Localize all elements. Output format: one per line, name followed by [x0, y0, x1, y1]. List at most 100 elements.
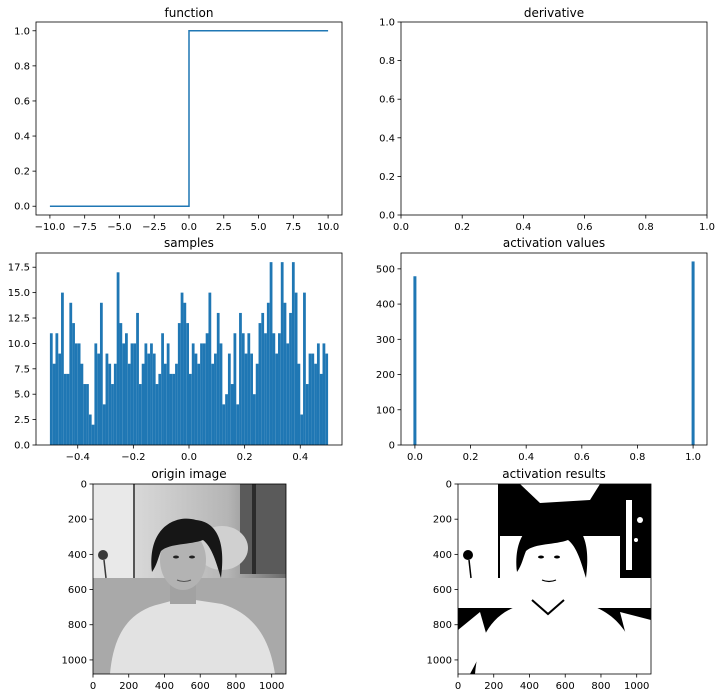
- histogram-bar: [247, 333, 251, 445]
- y-tick-label: 0.2: [379, 172, 395, 183]
- y-tick-label: 0: [389, 441, 395, 452]
- histogram-bar: [200, 343, 203, 445]
- x-tick-label: −10.0: [35, 222, 66, 233]
- x-tick-label: 0: [90, 681, 96, 692]
- y-tick-label: 0.8: [14, 61, 30, 72]
- x-tick-label: 1.0: [685, 452, 701, 463]
- y-tick-label: 0.2: [14, 167, 30, 178]
- histogram-bar: [691, 261, 695, 445]
- histogram-bar: [169, 373, 173, 445]
- histogram-bar: [141, 363, 145, 445]
- y-tick-label: 0: [81, 480, 87, 491]
- histogram-bar: [194, 353, 198, 445]
- x-tick-label: 1000: [624, 681, 649, 692]
- histogram-bar: [166, 343, 170, 445]
- histogram-bar: [308, 353, 312, 445]
- y-tick-label: 0.0: [14, 441, 30, 452]
- histogram-bar: [155, 384, 159, 445]
- histogram-bar: [111, 384, 114, 445]
- y-tick-label: 2.5: [14, 415, 30, 426]
- x-tick-label: 600: [191, 681, 210, 692]
- histogram-bar: [314, 363, 317, 445]
- x-tick-label: 200: [484, 681, 503, 692]
- histogram-bar: [186, 323, 189, 445]
- histogram-bar: [88, 414, 92, 445]
- y-tick-label: 200: [433, 515, 452, 526]
- histogram-bar: [86, 384, 89, 445]
- x-tick-label: 0.2: [454, 222, 470, 233]
- histogram-bar: [272, 333, 276, 445]
- histogram-bar: [74, 343, 78, 445]
- grayscale-photo: [93, 484, 286, 674]
- histogram-bar: [275, 353, 279, 445]
- y-tick-label: 1.0: [14, 26, 30, 37]
- histogram-bar: [136, 312, 139, 445]
- subplot-samples: −0.4 −0.2 0.0 0.2 0.4 0.0 2.5 5.0 7.5 10.0 12.5 15.…: [8, 236, 343, 463]
- y-tick-label: 1.0: [379, 18, 395, 29]
- histogram-bar: [205, 333, 209, 445]
- histogram-bar: [158, 373, 162, 445]
- axes-frame: [400, 252, 708, 446]
- y-tick-label: 12.5: [8, 314, 30, 325]
- x-tick-label: 0.2: [463, 452, 479, 463]
- y-tick-label: 100: [376, 405, 395, 416]
- x-tick-label: 10.0: [317, 222, 339, 233]
- x-tick-label: 0.0: [393, 222, 409, 233]
- histogram-bar: [289, 312, 292, 445]
- histogram-bar: [105, 353, 109, 445]
- subplot-activation-values: 0.0 0.2 0.4 0.6 0.8 1.0 0 100 200 300 400 500 activ…: [376, 236, 708, 463]
- histogram-bar: [147, 353, 151, 445]
- x-tick-label: 200: [119, 681, 138, 692]
- histogram-bar: [225, 394, 228, 445]
- histogram-bar: [63, 373, 67, 445]
- x-tick-label: 0.6: [577, 222, 593, 233]
- binary-photo: [458, 484, 651, 674]
- x-tick-label: 600: [556, 681, 575, 692]
- histogram-bar: [55, 333, 59, 445]
- histogram-bar: [77, 343, 81, 445]
- histogram-bar: [202, 343, 206, 445]
- histogram-bar: [66, 373, 70, 445]
- y-tick-label: 800: [68, 620, 87, 631]
- histogram-bar: [161, 333, 164, 445]
- y-tick-label: 0.0: [14, 202, 30, 213]
- histogram-bar: [150, 343, 153, 445]
- histogram-bar: [322, 343, 326, 445]
- x-tick-label: −2.5: [142, 222, 166, 233]
- y-tick-label: 0.6: [379, 95, 395, 106]
- y-tick-label: 0.8: [379, 56, 395, 67]
- histogram-bar: [319, 373, 323, 445]
- y-tick-label: 200: [68, 515, 87, 526]
- axes-frame: [457, 483, 652, 675]
- x-tick-label: 1.0: [699, 222, 715, 233]
- x-tick-label: 800: [591, 681, 610, 692]
- histogram-bar: [241, 333, 245, 445]
- histogram-bar: [91, 424, 95, 445]
- y-tick-label: 10.0: [8, 339, 30, 350]
- histogram-bar: [305, 384, 309, 445]
- histogram-bar: [172, 373, 176, 445]
- histogram-bar: [236, 404, 240, 445]
- y-tick-label: 200: [376, 370, 395, 381]
- histogram-bar: [325, 353, 329, 445]
- histogram-bar: [97, 353, 100, 445]
- histogram-bar: [58, 353, 62, 445]
- histogram-bar: [175, 363, 178, 445]
- histogram-bar: [99, 302, 103, 445]
- x-tick-label: 2.5: [216, 222, 232, 233]
- x-tick-label: −5.0: [107, 222, 131, 233]
- histogram-bar: [252, 394, 256, 445]
- histogram-bar: [303, 292, 306, 445]
- histogram-bar: [300, 414, 304, 445]
- histogram-bar: [180, 292, 184, 445]
- histogram-bar: [278, 333, 281, 445]
- y-tick-label: 0.4: [379, 133, 395, 144]
- subplot-activation-results: 0 200 400 600 800 1000 0 200 400 600 800 1000 activ…: [427, 467, 652, 692]
- histogram-bar: [183, 302, 187, 445]
- histogram-bar: [244, 353, 248, 445]
- plot-area: [401, 22, 707, 215]
- histogram-bar: [286, 343, 290, 445]
- x-tick-label: 0.4: [518, 452, 534, 463]
- subplot-function: −10.0 −7.5 −5.0 −2.5 0.0 2.5 5.0 7.5 10.0 0.0 0.2 0…: [14, 6, 343, 233]
- histogram-bar: [311, 353, 315, 445]
